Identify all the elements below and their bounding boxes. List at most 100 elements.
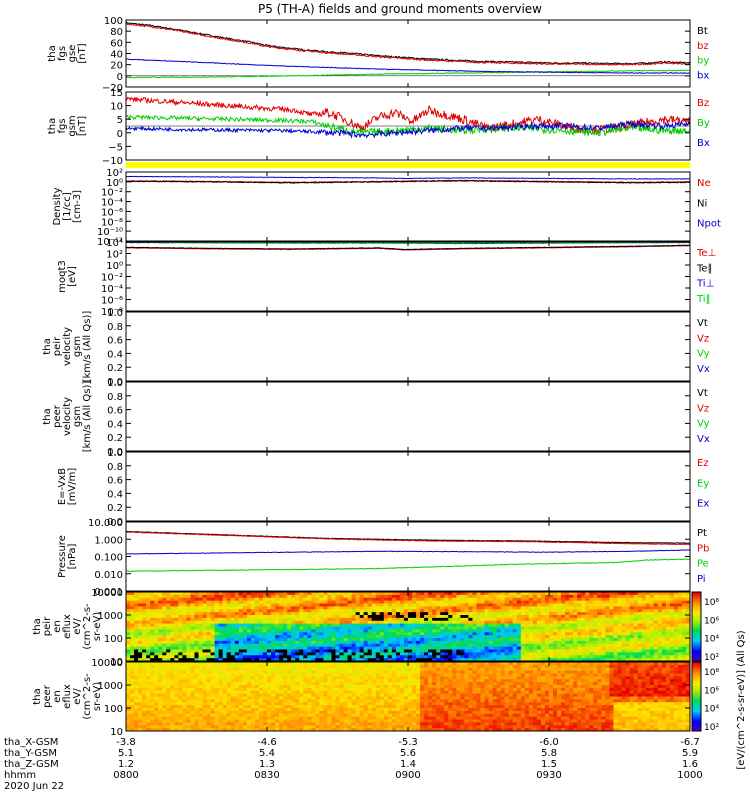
spectrogram-cell bbox=[456, 632, 461, 636]
spectrogram-cell bbox=[170, 632, 175, 636]
legend-Bz: Bz bbox=[697, 98, 709, 109]
spectrogram-cell bbox=[363, 594, 369, 599]
spectrogram-cell bbox=[142, 603, 147, 607]
spectrogram-cell bbox=[605, 649, 610, 653]
spectrogram-cell bbox=[355, 652, 361, 656]
spectrogram-cell bbox=[303, 708, 308, 712]
spectrogram-cell bbox=[134, 617, 139, 622]
spectrogram-cell bbox=[581, 643, 586, 648]
spectrogram-cell bbox=[166, 612, 171, 616]
spectrogram-cell bbox=[557, 649, 562, 653]
spectrogram-cell bbox=[553, 603, 558, 607]
spectrogram-cell bbox=[412, 626, 417, 630]
spectrogram-cell bbox=[230, 676, 236, 680]
spectrogram-cell bbox=[347, 646, 352, 650]
spectrogram-cell bbox=[287, 615, 292, 619]
spectrogram-cell bbox=[484, 655, 489, 659]
spectrogram-cell bbox=[581, 620, 586, 625]
spectrogram-cell bbox=[142, 597, 147, 602]
spectrogram-cell bbox=[262, 635, 268, 639]
spectrogram-cell bbox=[532, 612, 538, 616]
spectrogram-cell bbox=[214, 606, 220, 610]
spectrogram-cell bbox=[146, 710, 151, 715]
spectrogram-cell bbox=[383, 620, 389, 625]
spectrogram-cell bbox=[234, 640, 240, 645]
spectrogram-cell bbox=[621, 626, 626, 630]
spectrogram-cell bbox=[283, 615, 288, 619]
spectrogram-cell bbox=[553, 594, 558, 599]
series-Bx bbox=[125, 119, 691, 139]
colorbar-frame bbox=[691, 591, 702, 662]
spectrogram-cell bbox=[456, 629, 461, 633]
spectrogram-cell bbox=[468, 603, 473, 607]
spectrogram-cell bbox=[379, 623, 385, 627]
spectrogram-cell bbox=[234, 696, 240, 700]
spectrogram-cell bbox=[371, 638, 377, 642]
spectrogram-cell bbox=[287, 629, 292, 633]
spectrogram-cell bbox=[246, 652, 252, 656]
spectrogram-cell bbox=[291, 682, 296, 686]
spectrogram-cell bbox=[194, 710, 199, 715]
spectrogram-cell bbox=[569, 658, 574, 662]
spectrogram-cell bbox=[492, 617, 498, 622]
spectrogram-cell bbox=[234, 649, 240, 653]
spectrogram-cell bbox=[190, 606, 195, 610]
spectrogram-cell bbox=[561, 623, 566, 627]
spectrogram-cell bbox=[246, 693, 252, 697]
spectrogram-cell bbox=[194, 640, 199, 645]
y-tick-label: 0.001 bbox=[94, 587, 123, 598]
spectrogram-cell bbox=[629, 629, 634, 633]
spectrogram-cell bbox=[291, 693, 296, 697]
spectrogram-cell bbox=[347, 635, 352, 639]
spectrogram-cell bbox=[283, 655, 288, 659]
spectrogram-cell bbox=[311, 702, 316, 706]
spectrogram-cell bbox=[661, 638, 667, 642]
spectrogram-cell bbox=[214, 623, 220, 627]
spectrogram-cell bbox=[214, 612, 220, 616]
spectrogram-cell bbox=[536, 606, 542, 610]
spectrogram-cell bbox=[569, 638, 574, 642]
spectrogram-cell bbox=[524, 638, 530, 642]
spectrogram-cell bbox=[520, 652, 526, 656]
spectrogram-cell bbox=[174, 664, 179, 669]
spectrogram-cell bbox=[307, 652, 312, 656]
spectrogram-cell bbox=[246, 705, 252, 709]
spectrogram-cell bbox=[202, 623, 207, 627]
spectrogram-cell bbox=[170, 623, 175, 627]
spectrogram-cell bbox=[476, 643, 481, 648]
y-axis-label: E=-VxB bbox=[57, 468, 68, 505]
legend-Pi: Pi bbox=[697, 574, 706, 585]
spectrogram-cell bbox=[283, 710, 288, 715]
spectrogram-cell bbox=[597, 646, 602, 650]
spectrogram-cell bbox=[267, 652, 272, 656]
spectrogram-cell bbox=[190, 612, 195, 616]
spectrogram-cell bbox=[146, 600, 151, 604]
spectrogram-cell bbox=[134, 620, 139, 625]
spectrogram-cell bbox=[174, 708, 179, 712]
spectrogram-cell bbox=[403, 629, 409, 633]
spectrogram-cell bbox=[444, 603, 449, 607]
series-bz bbox=[126, 23, 691, 67]
spectrogram-cell bbox=[242, 682, 248, 686]
spectrogram-cell bbox=[258, 687, 264, 692]
spectrogram-cell bbox=[669, 649, 675, 653]
spectrogram-cell bbox=[250, 658, 256, 662]
spectrogram-cell bbox=[577, 632, 582, 636]
spectrogram-cell bbox=[198, 685, 203, 689]
spectrogram-cell bbox=[661, 617, 667, 622]
spectrogram-cell bbox=[391, 612, 397, 616]
spectrogram-cell bbox=[202, 693, 207, 697]
spectrogram-cell bbox=[222, 600, 228, 604]
spectrogram-cell bbox=[230, 612, 236, 616]
spectrogram-cell bbox=[226, 620, 232, 625]
spectrogram-cell bbox=[198, 708, 203, 712]
spectrogram-cell bbox=[291, 643, 296, 648]
spectrogram-cell bbox=[271, 643, 276, 648]
spectrogram-cell bbox=[295, 643, 300, 648]
spectrogram-cell bbox=[343, 649, 348, 653]
spectrogram-cell bbox=[319, 699, 324, 703]
spectrogram-cell bbox=[629, 623, 634, 627]
spectrogram-cell bbox=[146, 597, 151, 602]
spectrogram-cell bbox=[279, 640, 284, 645]
spectrogram-cell bbox=[186, 597, 191, 602]
